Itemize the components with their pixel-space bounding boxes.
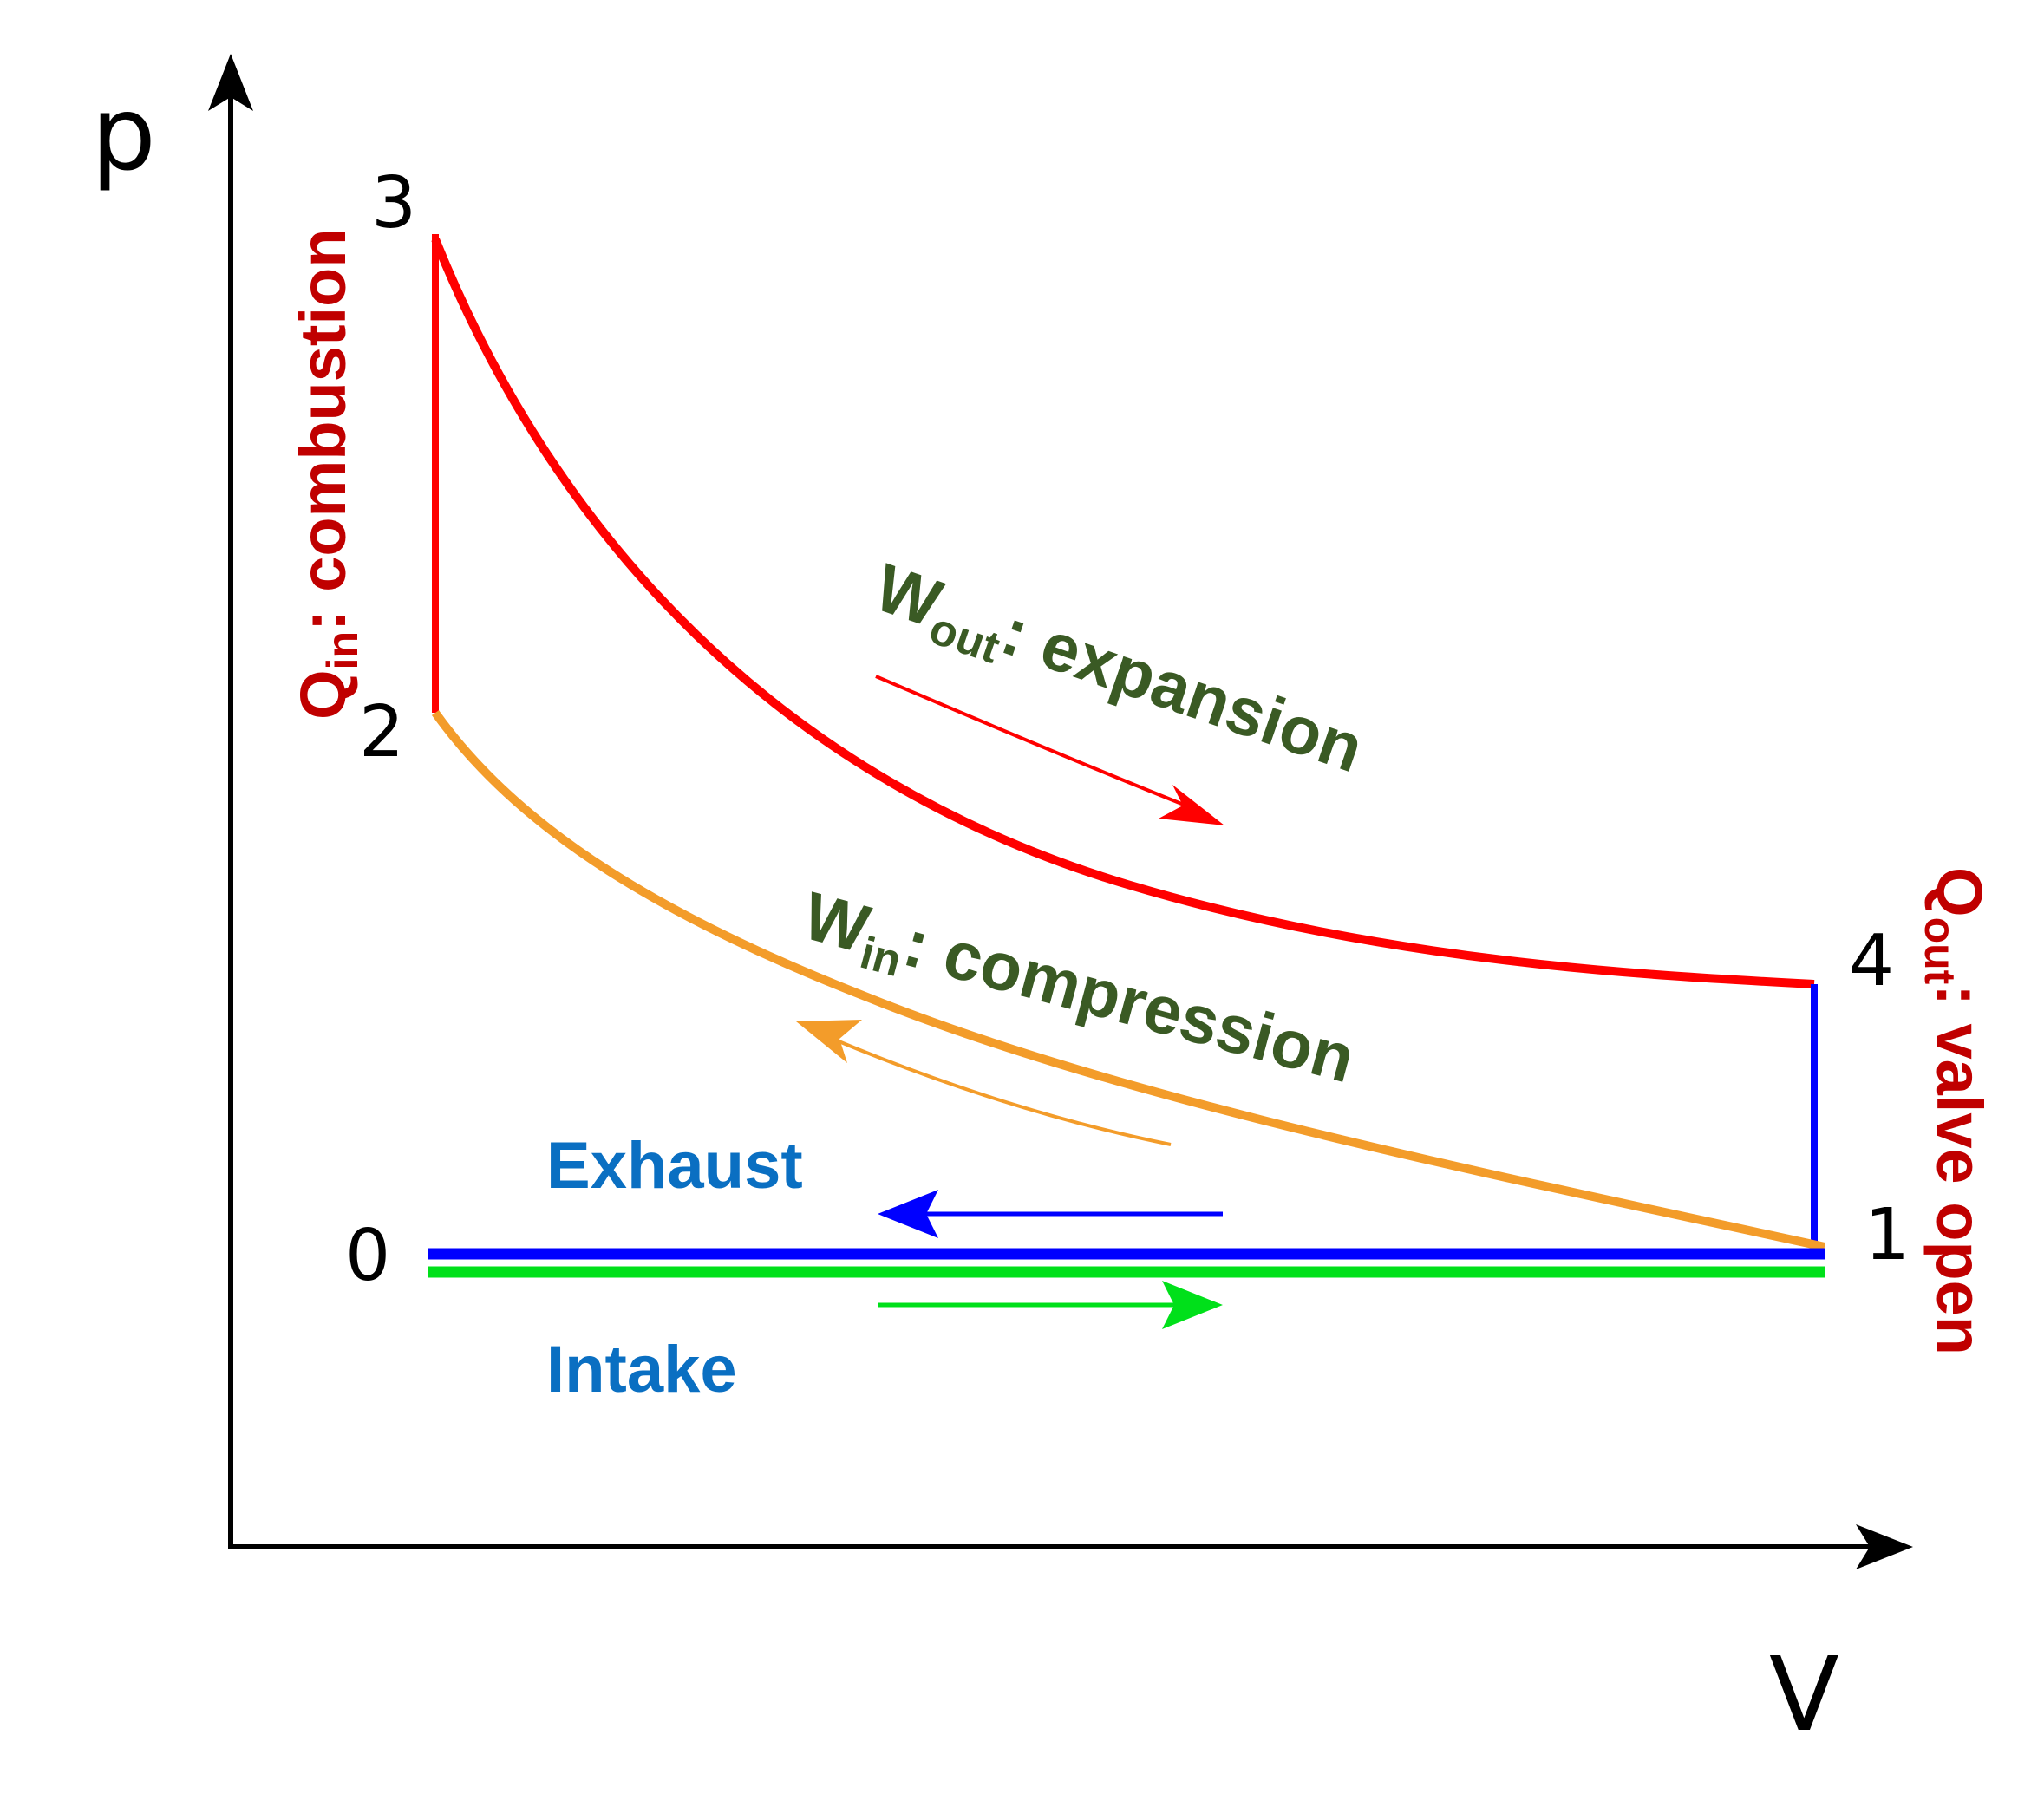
w-out-rest: : expansion <box>993 592 1373 786</box>
compression-curve-1-2 <box>431 710 1826 1251</box>
point-label-2: 2 <box>359 691 404 773</box>
exhaust-label: Exhaust <box>546 1129 803 1203</box>
direction-arrows <box>796 675 1224 1329</box>
q-out-sub: out <box>1916 917 1964 985</box>
q-in-main: Q <box>287 669 359 720</box>
q-in-rest: : combustion <box>287 228 359 631</box>
w-out-label: Wout: expansion <box>863 549 1373 796</box>
q-in-sub: in <box>318 631 367 669</box>
q-out-label: Qout: valve open <box>1916 867 1995 1355</box>
q-out-main: Q <box>1923 867 1995 917</box>
cycle <box>428 234 1826 1278</box>
intake-label: Intake <box>546 1333 737 1406</box>
x-axis-label: V <box>1769 1634 1839 1754</box>
y-axis-label: p <box>91 74 156 193</box>
w-in-rest: : compression <box>896 903 1362 1097</box>
q-in-label: Qin: combustion <box>287 228 367 720</box>
exhaust-arrow-head <box>878 1190 938 1238</box>
point-label-0: 0 <box>345 1215 390 1297</box>
axes: p V <box>91 54 1913 1754</box>
expansion-curve-3-4 <box>431 238 1815 988</box>
x-axis-arrowhead <box>1856 1524 1913 1569</box>
intake-arrow-head <box>1162 1281 1223 1329</box>
point-label-3: 3 <box>371 162 416 245</box>
compression-arrow <box>832 1037 1172 1146</box>
y-axis-arrowhead <box>208 54 253 111</box>
point-label-4: 4 <box>1849 920 1894 1002</box>
q-out-rest: : valve open <box>1923 984 1995 1355</box>
expansion-arrow-head <box>1159 785 1224 825</box>
point-label-1: 1 <box>1864 1194 1910 1276</box>
point-labels: 0 1 2 3 4 <box>345 162 1910 1297</box>
compression-arrow-head <box>796 1020 862 1063</box>
expansion-arrow <box>875 675 1189 808</box>
